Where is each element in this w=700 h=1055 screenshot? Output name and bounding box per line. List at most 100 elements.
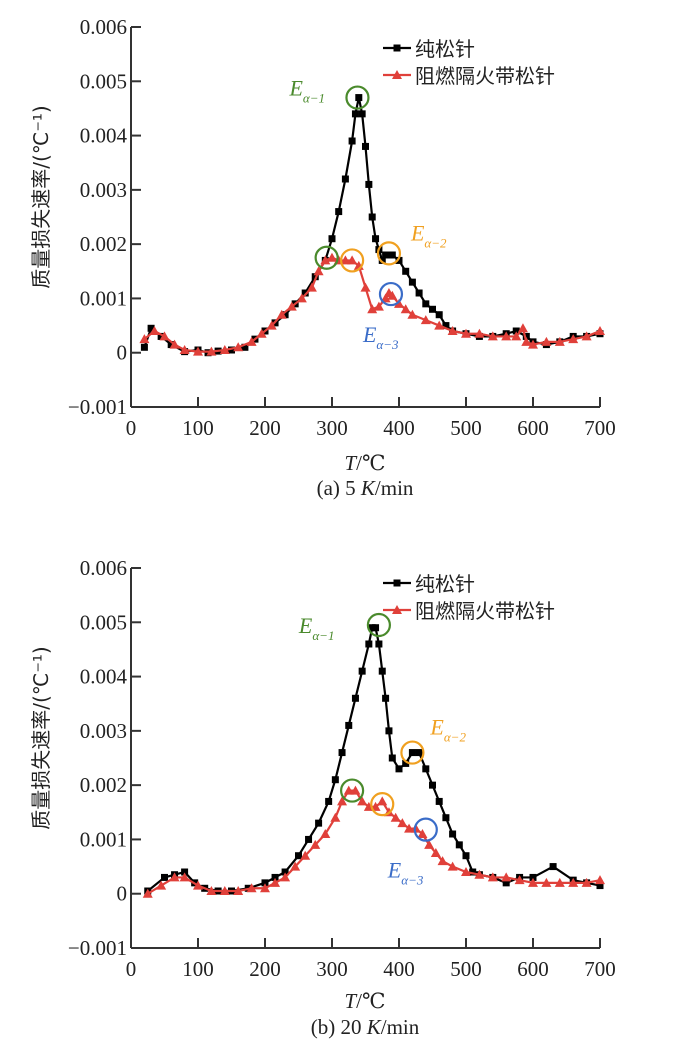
data-point-retardant xyxy=(219,345,230,354)
data-point-retardant xyxy=(461,867,471,876)
data-point-retardant xyxy=(387,290,398,300)
data-point-pure xyxy=(328,235,336,243)
data-point-pure xyxy=(345,721,353,729)
data-point-retardant xyxy=(367,304,378,314)
data-point-retardant xyxy=(424,839,435,849)
data-point-retardant xyxy=(407,309,418,319)
x-tick-label: 600 xyxy=(517,957,549,981)
data-point-retardant xyxy=(343,785,354,795)
y-tick-label: −0.001 xyxy=(68,395,127,419)
annotation-label: Eα−2 xyxy=(429,715,466,745)
data-point-retardant xyxy=(511,331,522,341)
data-point-retardant xyxy=(541,877,552,887)
data-point-pure xyxy=(395,765,403,773)
y-tick-label: 0.004 xyxy=(80,124,128,148)
data-point-retardant xyxy=(461,328,471,338)
data-point-pure xyxy=(435,797,443,805)
annotation-circle xyxy=(370,792,395,817)
caption-prefix: (a) 5 xyxy=(317,476,361,500)
data-point-pure xyxy=(351,110,359,118)
x-tick-label: 0 xyxy=(126,416,137,440)
data-point-pure xyxy=(382,694,390,702)
x-tick-label: 400 xyxy=(383,957,415,981)
x-tick-label: 500 xyxy=(450,957,482,981)
data-point-pure xyxy=(442,814,450,822)
data-point-pure xyxy=(385,727,393,735)
data-point-pure xyxy=(395,256,403,264)
data-point-retardant xyxy=(487,331,498,341)
data-point-retardant xyxy=(233,886,244,895)
data-point-retardant xyxy=(330,812,341,822)
data-point-retardant xyxy=(280,872,291,882)
x-axis-label: T/℃ xyxy=(344,451,385,475)
data-point-pure xyxy=(331,776,339,784)
data-point-pure xyxy=(157,332,165,340)
data-point-retardant xyxy=(350,785,361,795)
annotation-circle xyxy=(340,248,365,273)
data-point-pure xyxy=(415,749,423,757)
data-point-retardant xyxy=(434,320,445,330)
legend-marker-retardant xyxy=(392,70,402,79)
data-point-pure xyxy=(228,346,235,354)
y-tick-label: 0.006 xyxy=(80,15,127,39)
x-tick-label: 700 xyxy=(584,416,616,440)
data-point-pure xyxy=(281,868,289,876)
data-point-pure xyxy=(402,759,410,767)
data-point-pure xyxy=(402,267,410,275)
data-point-pure xyxy=(596,882,604,890)
annotation-label-E: E xyxy=(362,322,377,347)
data-point-retardant xyxy=(447,326,458,335)
data-point-pure xyxy=(435,311,443,319)
data-point-pure xyxy=(449,830,457,838)
data-point-pure xyxy=(365,180,373,188)
y-tick-label: 0.001 xyxy=(80,827,127,851)
legend-marker-pure xyxy=(393,579,401,587)
y-tick-label: 0.002 xyxy=(80,232,127,256)
annotation-circle xyxy=(345,85,370,110)
data-point-pure xyxy=(167,341,175,349)
data-point-retardant xyxy=(296,293,307,303)
data-point-retardant xyxy=(290,861,301,871)
data-point-pure xyxy=(422,765,430,773)
data-point-retardant xyxy=(266,320,277,330)
data-point-pure xyxy=(522,332,530,340)
data-point-retardant xyxy=(206,886,217,895)
data-point-retardant xyxy=(595,326,605,335)
caption-prefix: (b) 20 xyxy=(311,1015,367,1039)
data-point-pure xyxy=(378,256,386,264)
data-point-retardant xyxy=(246,336,257,346)
x-axis-label-unit: /℃ xyxy=(356,451,385,475)
x-tick-label: 100 xyxy=(182,957,214,981)
legend-label-retardant: 阻燃隔火带松针 xyxy=(415,599,555,623)
data-point-retardant xyxy=(528,877,538,887)
data-point-retardant xyxy=(270,877,281,887)
data-point-pure xyxy=(365,640,373,648)
y-tick-label: 0.005 xyxy=(80,69,127,93)
data-point-retardant xyxy=(142,888,153,898)
legend-marker-pure xyxy=(393,44,401,52)
x-tick-label: 200 xyxy=(249,416,281,440)
x-tick-label: 600 xyxy=(517,416,549,440)
data-point-retardant xyxy=(390,812,401,822)
annotation-label-sub: α−2 xyxy=(424,235,447,250)
y-tick-label: 0.002 xyxy=(80,773,127,797)
data-point-retardant xyxy=(501,872,512,882)
data-point-retardant xyxy=(528,339,538,349)
data-point-pure xyxy=(161,873,168,881)
data-point-retardant xyxy=(373,301,384,311)
data-point-retardant xyxy=(179,872,190,882)
data-point-pure xyxy=(455,841,463,849)
annotation-label-sub: α−3 xyxy=(376,337,399,352)
annotation-label-E: E xyxy=(387,858,402,883)
legend-label-retardant: 阻燃隔火带松针 xyxy=(415,64,555,88)
data-point-retardant xyxy=(347,255,358,265)
annotation-label: Eα−3 xyxy=(387,858,424,888)
data-point-retardant xyxy=(260,883,270,893)
data-point-retardant xyxy=(320,829,331,838)
series-line-pure xyxy=(147,626,601,893)
data-point-retardant xyxy=(568,877,579,887)
annotation-label-E: E xyxy=(288,76,303,101)
annotation-label: Eα−2 xyxy=(410,220,447,250)
